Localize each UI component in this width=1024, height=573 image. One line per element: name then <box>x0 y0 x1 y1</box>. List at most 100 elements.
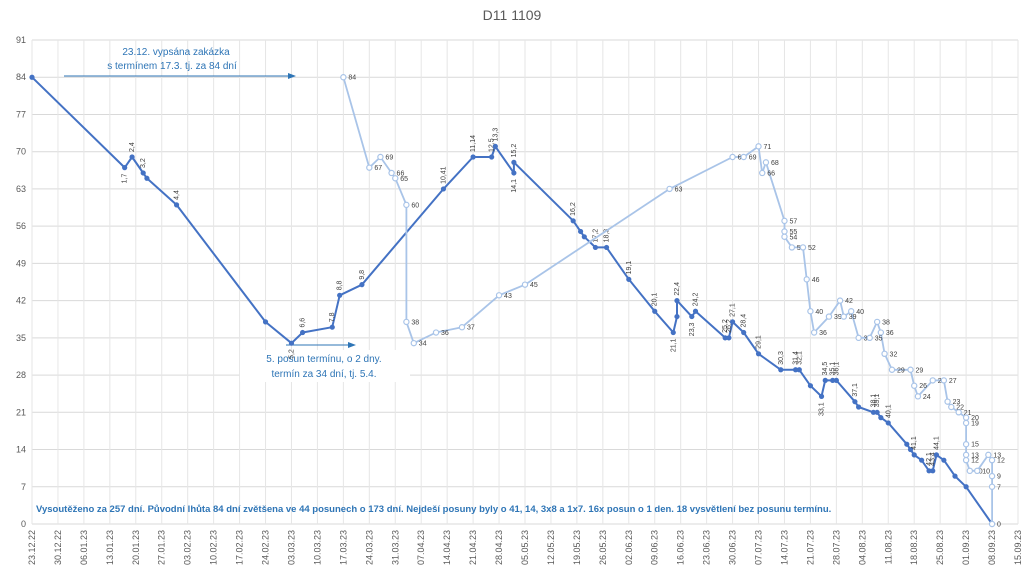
y-tick-label: 63 <box>16 184 26 194</box>
x-tick-label: 27.01.23 <box>157 530 167 565</box>
series-1-label: 37 <box>467 325 475 332</box>
series-1-point <box>410 339 417 347</box>
series-0-label: 19,1 <box>626 261 633 275</box>
x-tick-label: 08.09.23 <box>987 530 997 565</box>
series-0-point <box>129 154 135 160</box>
series-0-point <box>870 409 877 415</box>
series-0-point <box>122 165 128 171</box>
x-tick-label: 21.07.23 <box>805 530 815 565</box>
series-0-point <box>173 202 180 208</box>
series-0-label: 7,8 <box>329 312 336 322</box>
series-0-label: 13,3 <box>492 128 499 142</box>
series-1-point <box>988 520 996 528</box>
series-1-point <box>955 409 962 416</box>
series-1-label: 24 <box>923 394 931 401</box>
series-0-point <box>729 319 736 325</box>
series-1-point <box>988 472 996 480</box>
annotation-top-line-2: s termínem 17.3. tj. za 84 dní <box>107 61 237 72</box>
series-0-point <box>592 244 599 251</box>
series-1-label: 63 <box>675 186 683 193</box>
series-0-label: 34,5 <box>822 362 829 376</box>
series: 1,7 2,4 3,2 4,4 5,2 6,6 7,8 8,8 9,8 10,41 11,14 12,… <box>29 74 1005 529</box>
series-1-label: 55 <box>789 229 797 236</box>
series-0-label: 23,3 <box>689 322 696 336</box>
series-1-label: 13 <box>993 452 1001 459</box>
x-tick-label: 19.05.23 <box>572 530 582 565</box>
series-1-point <box>740 153 747 161</box>
x-tick-label: 23.12.22 <box>27 530 37 565</box>
series-0-label: 35,1 <box>830 362 837 376</box>
series-1-label: 52 <box>808 245 816 252</box>
series-1-point <box>666 185 673 193</box>
y-tick-label: 14 <box>16 445 26 455</box>
footer-note: Vysoutěženo za 257 dní. Původní lhůta 84… <box>36 504 831 515</box>
series-1-label: 39 <box>849 314 857 321</box>
series-0-point <box>755 351 762 357</box>
series-0-point <box>933 452 940 458</box>
x-tick-label: 14.04.23 <box>442 530 452 565</box>
series-1-label: 29 <box>916 367 924 374</box>
series-1-point <box>759 169 766 177</box>
series-1-point <box>966 467 974 475</box>
series-0-point <box>689 313 695 320</box>
x-tick-label: 16.06.23 <box>676 530 686 565</box>
series-0-point <box>796 367 802 373</box>
series-0-point <box>778 367 784 373</box>
series-0-label: 37,1 <box>852 383 859 397</box>
series-0-point <box>874 409 880 415</box>
series-1-label: 29 <box>897 367 905 374</box>
series-1-point <box>781 217 788 225</box>
series-0-label: 27,1 <box>730 303 737 317</box>
x-tick-label: 05.05.23 <box>520 530 530 565</box>
series-1-label: 42 <box>845 298 853 305</box>
y-tick-label: 35 <box>16 333 26 343</box>
series-1-point <box>985 451 992 459</box>
series-1-label: 10 <box>982 468 990 475</box>
series-0-point <box>878 415 884 421</box>
y-tick-label: 49 <box>16 258 26 268</box>
series-0-point <box>830 377 836 383</box>
series-1-point <box>847 308 855 315</box>
series-0-point <box>822 377 828 383</box>
y-tick-label: 70 <box>16 147 26 157</box>
series-0-label: 20,1 <box>652 293 659 307</box>
series-0-point <box>470 154 476 160</box>
series-1-point <box>877 329 885 336</box>
series-1-point <box>781 228 788 235</box>
x-tick-label: 14.07.23 <box>779 530 789 565</box>
series-1-label: 26 <box>919 383 927 390</box>
series-1-point <box>855 334 862 342</box>
series-1-label: 19 <box>971 420 979 427</box>
series-0-point <box>963 484 969 490</box>
series-0-point <box>818 393 825 399</box>
series-0-point <box>919 457 925 463</box>
series-0-point <box>626 276 632 282</box>
series-1-label: 21 <box>964 410 972 417</box>
x-tick-label: 31.03.23 <box>390 530 400 565</box>
series-0-point <box>911 452 917 458</box>
series-0-label: 6,6 <box>300 318 307 328</box>
series-0-point <box>144 175 150 181</box>
series-1-point <box>914 393 922 400</box>
series-1-label: 23 <box>953 399 961 406</box>
series-1-label: 13 <box>971 452 979 459</box>
series-0-point <box>652 308 658 314</box>
x-tick-label: 13.01.23 <box>105 530 115 565</box>
series-0-point <box>29 74 35 80</box>
series-1-label: 27 <box>949 378 957 385</box>
x-tick-label: 03.02.23 <box>183 530 193 565</box>
series-0-point <box>930 468 936 474</box>
series-0-label: 10,41 <box>440 166 447 184</box>
series-1-label: 54 <box>789 234 797 241</box>
series-1-point <box>907 366 914 373</box>
series-1-point <box>911 382 918 389</box>
series-0-label: 16,2 <box>570 202 577 216</box>
series-1-label: 66 <box>767 170 775 177</box>
series-0-label: 25,2 <box>722 319 729 333</box>
series-0-label: 21,1 <box>670 338 677 352</box>
annotation-mid-line-1: 5. posun termínu, o 2 dny. <box>266 354 381 365</box>
series-1-label: 43 <box>504 293 512 300</box>
series-1-point <box>962 441 970 448</box>
series-0-point <box>674 298 680 304</box>
